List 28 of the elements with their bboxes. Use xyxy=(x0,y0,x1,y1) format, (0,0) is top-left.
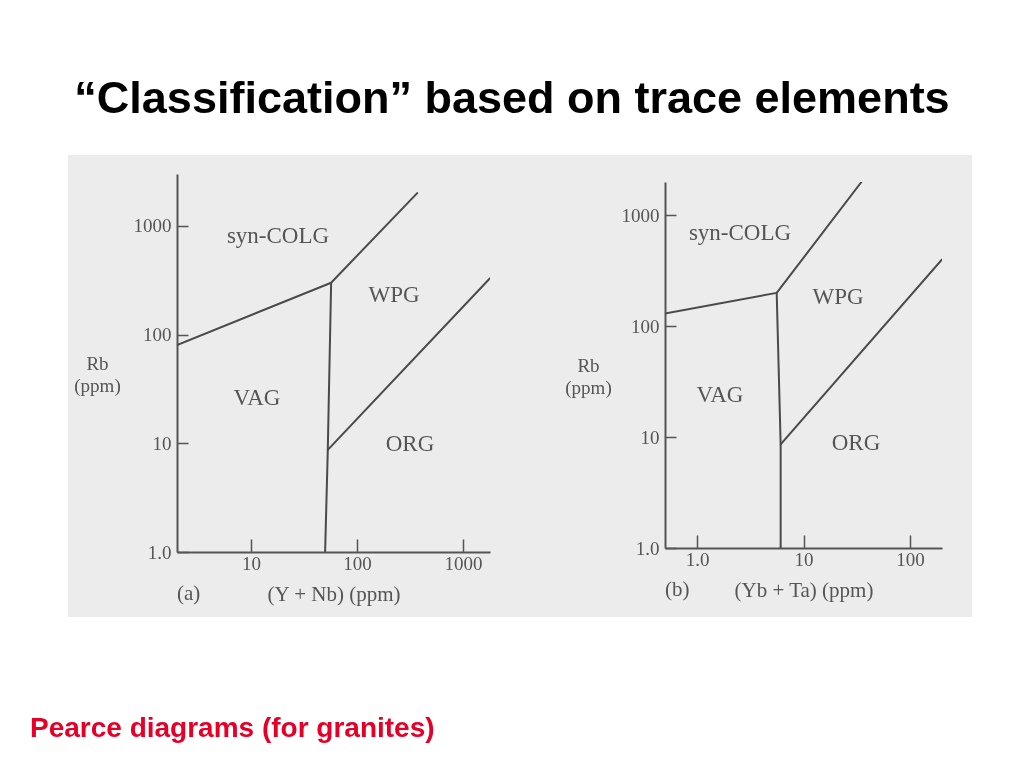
y-axis-title: Rb (ppm) xyxy=(565,354,612,399)
annotation: WPG xyxy=(812,284,864,309)
x-tick-label: 1.0 xyxy=(685,548,710,570)
x-tick-label: 100 xyxy=(343,552,372,574)
annotation: ORG xyxy=(385,431,435,456)
annotation: ORG xyxy=(831,430,881,455)
annotation: syn-COLG xyxy=(226,223,330,248)
annotation: VAG xyxy=(233,385,281,410)
y-axis-title: Rb (ppm) xyxy=(74,352,121,397)
text: Pearce diagrams (for granites) xyxy=(30,712,435,744)
y-tick-label: 100 xyxy=(631,315,660,337)
annotation: VAG xyxy=(696,382,744,407)
x-tick-label: 10 xyxy=(794,548,814,570)
text: (a) xyxy=(177,581,201,605)
y-tick-label: 10 xyxy=(640,426,660,448)
y-tick-label: 100 xyxy=(143,324,172,346)
x-tick-label: 100 xyxy=(896,548,925,570)
text: (b) xyxy=(665,577,690,601)
x-axis-title: (Y + Nb) (ppm) xyxy=(267,581,401,606)
annotation: WPG xyxy=(368,282,420,307)
y-tick-label: 10 xyxy=(152,432,172,454)
x-tick-label: 10 xyxy=(242,552,262,574)
x-tick-label: 1000 xyxy=(444,552,483,574)
chart-title: “Classification” based on trace elements xyxy=(73,72,951,124)
annotation: syn-COLG xyxy=(688,220,792,245)
x-axis-title: (Yb + Ta) (ppm) xyxy=(734,577,874,602)
y-tick-label: 1000 xyxy=(621,204,660,226)
y-tick-label: 1000 xyxy=(133,215,172,237)
